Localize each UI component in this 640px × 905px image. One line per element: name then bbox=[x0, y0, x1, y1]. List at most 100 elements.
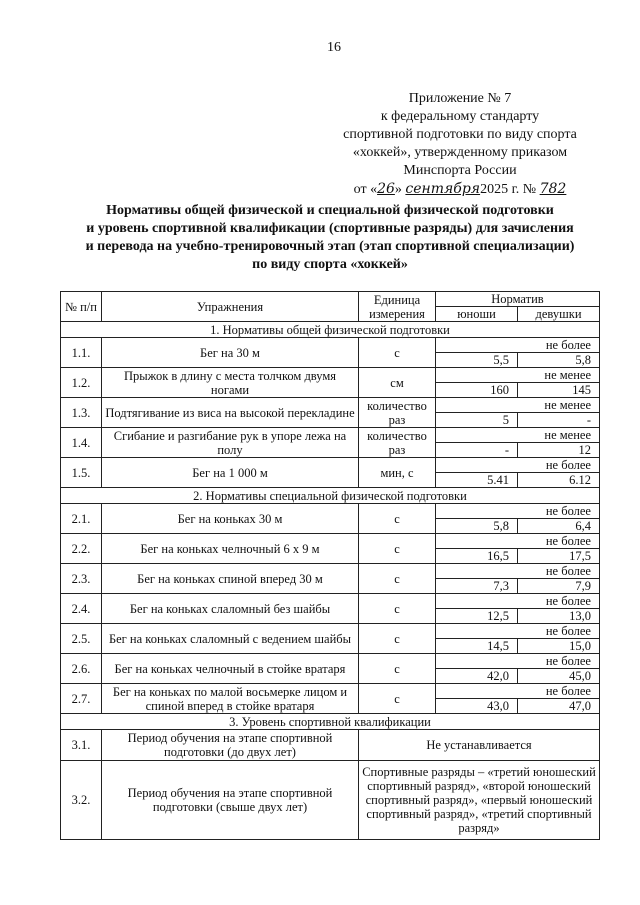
table-row: 2.2. Бег на коньках челночный 6 х 9 м с не … bbox=[60, 533, 600, 564]
row-exercise: Бег на коньках челночный 6 х 9 м bbox=[101, 533, 359, 564]
value-girls: - bbox=[517, 412, 600, 428]
handwritten-day: 26 bbox=[377, 181, 395, 197]
table-row: 2.7. Бег на коньках по малой восьмерке ли… bbox=[60, 683, 600, 714]
table-row-values: 5,8 6,4 bbox=[61, 518, 600, 534]
header-row: № п/п Упражнения Единица измерения Норма… bbox=[60, 291, 600, 322]
value-girls: 145 bbox=[517, 382, 600, 398]
value-boys: 16,5 bbox=[435, 548, 518, 564]
header-exercise: Упражнения bbox=[101, 291, 359, 322]
title-line: и уровень спортивной квалификации (спорт… bbox=[86, 221, 574, 236]
row-condition: не более bbox=[435, 653, 600, 669]
value-boys: 42,0 bbox=[435, 668, 518, 684]
row-condition: не более bbox=[435, 457, 600, 473]
title-line: Нормативы общей физической и специальной… bbox=[106, 203, 554, 218]
row-num: 1.2. bbox=[60, 367, 102, 398]
row-exercise: Бег на коньках слаломный без шайбы bbox=[101, 593, 359, 624]
appendix-line: Приложение № 7 bbox=[408, 91, 512, 106]
table-row: 1.1. Бег на 30 м с не более bbox=[60, 337, 600, 368]
row-exercise: Бег на коньках слаломный с ведением шайб… bbox=[101, 623, 359, 654]
order-line: от «26» сентября2025 г. № 782 bbox=[330, 180, 590, 199]
row-condition: не более bbox=[435, 593, 600, 609]
value-girls: 13,0 bbox=[517, 608, 600, 624]
row-unit: с bbox=[358, 593, 436, 624]
title-line: по виду спорта «хоккей» bbox=[252, 257, 408, 272]
row-unit: с bbox=[358, 503, 436, 534]
row-condition: не менее bbox=[435, 367, 600, 383]
appendix-header: Приложение № 7 к федеральному стандарту … bbox=[330, 90, 590, 199]
value-girls: 5,8 bbox=[517, 352, 600, 368]
value-boys: 43,0 bbox=[435, 698, 518, 714]
appendix-line: «хоккей», утвержденному приказом bbox=[352, 145, 568, 160]
row-unit: с bbox=[358, 563, 436, 594]
row-num: 1.5. bbox=[60, 457, 102, 488]
row-exercise: Бег на коньках спиной вперед 30 м bbox=[101, 563, 359, 594]
value-girls: 12 bbox=[517, 442, 600, 458]
section-title: 3. Уровень спортивной квалификации bbox=[60, 713, 600, 730]
row-unit: с bbox=[358, 653, 436, 684]
row-exercise: Бег на коньках 30 м bbox=[101, 503, 359, 534]
order-prefix: от « bbox=[353, 182, 378, 197]
row-num: 2.5. bbox=[60, 623, 102, 654]
row-num: 2.6. bbox=[60, 653, 102, 684]
row-exercise: Бег на 1 000 м bbox=[101, 457, 359, 488]
value-boys: 5 bbox=[435, 412, 518, 428]
handwritten-month: сентября bbox=[405, 181, 481, 197]
value-boys: 14,5 bbox=[435, 638, 518, 654]
row-exercise: Бег на 30 м bbox=[101, 337, 359, 368]
row-condition: не более bbox=[435, 683, 600, 699]
appendix-line: Минспорта России bbox=[403, 163, 517, 178]
table-row: 2.6. Бег на коньках челночный в стойке вр… bbox=[60, 653, 600, 684]
value-boys: 160 bbox=[435, 382, 518, 398]
value-girls: 6,4 bbox=[517, 518, 600, 534]
row-value: Спортивные разряды – «третий юношеский с… bbox=[358, 760, 600, 840]
row-num: 1.4. bbox=[60, 427, 102, 458]
table-row: 1.5. Бег на 1 000 м мин, с не более bbox=[60, 457, 600, 488]
section-title: 1. Нормативы общей физической подготовки bbox=[60, 321, 600, 338]
table-row: 2.5. Бег на коньках слаломный с ведением … bbox=[60, 623, 600, 654]
value-boys: 12,5 bbox=[435, 608, 518, 624]
row-num: 2.7. bbox=[60, 683, 102, 714]
row-unit: с bbox=[358, 533, 436, 564]
row-value: Не устанавливается bbox=[358, 729, 600, 761]
header-boys: юноши bbox=[435, 306, 518, 322]
table-row: 3.1. Период обучения на этапе спортивной … bbox=[60, 729, 600, 761]
row-unit: мин, с bbox=[358, 457, 436, 488]
table-row: 3.2. Период обучения на этапе спортивной … bbox=[60, 760, 600, 840]
appendix-line: спортивной подготовки по виду спорта bbox=[343, 127, 577, 142]
document-title: Нормативы общей физической и специальной… bbox=[60, 202, 600, 274]
row-exercise: Подтягивание из виса на высокой переклад… bbox=[101, 397, 359, 428]
row-num: 2.3. bbox=[60, 563, 102, 594]
page-number: 16 bbox=[327, 40, 341, 55]
value-boys: 5.41 bbox=[435, 472, 518, 488]
table-row-values: 7,3 7,9 bbox=[61, 578, 600, 594]
row-unit: с bbox=[358, 623, 436, 654]
header-num: № п/п bbox=[60, 291, 102, 322]
row-condition: не более bbox=[435, 533, 600, 549]
row-condition: не более bbox=[435, 563, 600, 579]
row-unit: см bbox=[358, 367, 436, 398]
row-unit: количество раз bbox=[358, 397, 436, 428]
row-condition: не менее bbox=[435, 427, 600, 443]
title-line: и перевода на учебно-тренировочный этап … bbox=[85, 239, 575, 254]
row-exercise: Период обучения на этапе спортивной подг… bbox=[101, 760, 359, 840]
row-unit: количество раз bbox=[358, 427, 436, 458]
order-year: 2025 г. № bbox=[480, 182, 537, 197]
table-row: 1.2. Прыжок в длину с места толчком двумя… bbox=[60, 367, 600, 398]
value-girls: 47,0 bbox=[517, 698, 600, 714]
appendix-line: к федеральному стандарту bbox=[380, 109, 540, 124]
section-title: 2. Нормативы специальной физической подг… bbox=[60, 487, 600, 504]
row-exercise: Сгибание и разгибание рук в упоре лежа н… bbox=[101, 427, 359, 458]
value-girls: 15,0 bbox=[517, 638, 600, 654]
row-num: 3.2. bbox=[60, 760, 102, 840]
value-girls: 6.12 bbox=[517, 472, 600, 488]
row-unit: с bbox=[358, 683, 436, 714]
value-boys: - bbox=[435, 442, 518, 458]
row-condition: не более bbox=[435, 503, 600, 519]
order-mid: » bbox=[394, 182, 402, 197]
row-exercise: Бег на коньках челночный в стойке вратар… bbox=[101, 653, 359, 684]
table-row: 2.1. Бег на коньках 30 м с не более bbox=[60, 503, 600, 534]
table-row: 1.4. Сгибание и разгибание рук в упоре ле… bbox=[60, 427, 600, 458]
row-num: 1.1. bbox=[60, 337, 102, 368]
section-row: 3. Уровень спортивной квалификации bbox=[60, 713, 600, 730]
